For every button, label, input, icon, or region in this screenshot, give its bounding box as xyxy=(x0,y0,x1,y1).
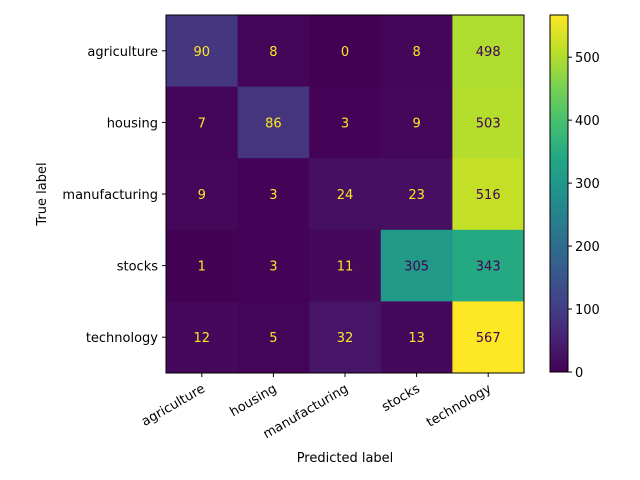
colorbar-tick-label: 500 xyxy=(575,51,600,66)
cell-value-r1-c1: 86 xyxy=(265,116,282,131)
colorbar xyxy=(549,14,569,373)
cell-value-r4-c0: 12 xyxy=(194,331,211,346)
colorbar-tick-label: 300 xyxy=(575,177,600,192)
cell-value-r2-c2: 24 xyxy=(337,188,354,203)
heatmap-cell-r2-c0 xyxy=(166,158,239,231)
cell-value-r0-c3: 8 xyxy=(412,45,420,60)
cell-value-r1-c0: 7 xyxy=(198,116,206,131)
heatmap-cell-r0-c4 xyxy=(452,15,525,88)
cell-value-r3-c2: 11 xyxy=(337,260,354,275)
cell-value-r3-c0: 1 xyxy=(198,260,206,275)
heatmap-cells xyxy=(166,15,525,374)
heatmap-cell-r4-c2 xyxy=(309,301,382,374)
colorbar-tick-label: 400 xyxy=(575,114,600,129)
cell-value-r0-c4: 498 xyxy=(476,45,501,60)
heatmap-cell-r0-c3 xyxy=(380,15,453,88)
heatmap-cell-r2-c4 xyxy=(452,158,525,231)
heatmap-cell-r3-c3 xyxy=(380,229,453,302)
y-tick-label: stocks xyxy=(117,260,158,275)
x-tick-label: housing xyxy=(227,381,279,420)
heatmap-cell-r2-c1 xyxy=(237,158,310,231)
cell-value-r1-c4: 503 xyxy=(476,116,501,131)
y-axis-ticks: agriculture housing manufacturing stocks tec… xyxy=(62,45,166,346)
heatmap-cell-r3-c2 xyxy=(309,229,382,302)
cell-value-r4-c1: 5 xyxy=(269,331,277,346)
heatmap-cell-r1-c0 xyxy=(166,86,239,159)
colorbar-tick-label: 0 xyxy=(575,366,583,381)
cell-value-r0-c0: 90 xyxy=(194,45,211,60)
heatmap-cell-r3-c1 xyxy=(237,229,310,302)
y-tick-label: technology xyxy=(86,331,158,346)
heatmap-cell-r4-c1 xyxy=(237,301,310,374)
heatmap-cell-r1-c2 xyxy=(309,86,382,159)
y-axis-label: True label xyxy=(35,162,50,226)
cell-value-r4-c3: 13 xyxy=(408,331,425,346)
cell-value-r2-c0: 9 xyxy=(198,188,206,203)
y-tick-label: housing xyxy=(107,116,158,131)
x-tick-label: stocks xyxy=(379,381,422,415)
heatmap-cell-r3-c0 xyxy=(166,229,239,302)
y-tick-label: agriculture xyxy=(87,45,158,60)
heatmap-cell-r4-c0 xyxy=(166,301,239,374)
heatmap-cell-r0-c2 xyxy=(309,15,382,88)
cell-value-r4-c4: 567 xyxy=(476,331,501,346)
cell-value-r2-c1: 3 xyxy=(269,188,277,203)
heatmap-cell-r1-c3 xyxy=(380,86,453,159)
heatmap-cell-r4-c4 xyxy=(452,301,525,374)
cell-value-r4-c2: 32 xyxy=(337,331,354,346)
heatmap-cell-r2-c3 xyxy=(380,158,453,231)
cell-value-r0-c2: 0 xyxy=(341,45,349,60)
heatmap-cell-r4-c3 xyxy=(380,301,453,374)
colorbar-ticks: 0 100 200 300 400 500 xyxy=(568,51,600,381)
cell-value-r2-c3: 23 xyxy=(408,188,425,203)
cell-value-r3-c1: 3 xyxy=(269,260,277,275)
colorbar-tick-label: 200 xyxy=(575,240,600,255)
x-tick-label: technology xyxy=(424,381,494,430)
cell-value-r1-c3: 9 xyxy=(412,116,420,131)
cell-value-r3-c4: 343 xyxy=(476,260,501,275)
cell-value-r1-c2: 3 xyxy=(341,116,349,131)
cell-value-r0-c1: 8 xyxy=(269,45,277,60)
colorbar-tick-label: 100 xyxy=(575,303,600,318)
heatmap-cell-r0-c0 xyxy=(166,15,239,88)
cell-value-r3-c3: 305 xyxy=(404,260,429,275)
x-axis-label: Predicted label xyxy=(297,451,394,466)
heatmap-cell-r1-c4 xyxy=(452,86,525,159)
cell-value-r2-c4: 516 xyxy=(476,188,501,203)
heatmap-cell-r1-c1 xyxy=(237,86,310,159)
heatmap-cell-r0-c1 xyxy=(237,15,310,88)
heatmap-cell-r3-c4 xyxy=(452,229,525,302)
heatmap-cell-r2-c2 xyxy=(309,158,382,231)
y-tick-label: manufacturing xyxy=(62,188,158,203)
x-tick-label: agriculture xyxy=(139,381,208,429)
